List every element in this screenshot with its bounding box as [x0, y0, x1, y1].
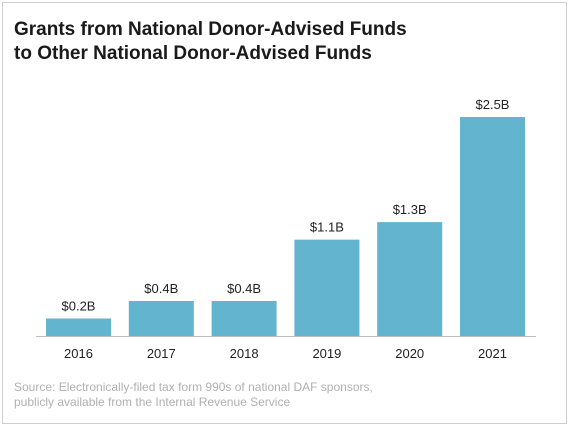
bar-2016	[46, 318, 111, 336]
data-label-2019: $1.1B	[310, 220, 344, 235]
bar-2021	[460, 117, 525, 336]
x-tick-label-2020: 2020	[395, 346, 424, 361]
data-label-2020: $1.3B	[393, 202, 427, 217]
x-tick-label-2019: 2019	[312, 346, 341, 361]
chart-title-line-1: Grants from National Donor-Advised Funds	[14, 19, 407, 40]
data-label-2016: $0.2B	[62, 298, 96, 313]
bar-2017	[128, 300, 194, 336]
bar-2018	[211, 300, 277, 336]
x-tick-label-2017: 2017	[147, 346, 176, 361]
x-tick-label-2016: 2016	[64, 346, 93, 361]
chart-title-line-2: to Other National Donor-Advised Funds	[14, 43, 372, 64]
data-label-2017: $0.4B	[144, 281, 178, 296]
bar-2019	[294, 239, 360, 336]
data-label-2018: $0.4B	[227, 281, 261, 296]
bar-2020	[377, 222, 443, 336]
x-tick-label-2021: 2021	[478, 346, 507, 361]
data-label-2021: $2.5B	[476, 97, 510, 112]
chart-title: Grants from National Donor-Advised Funds…	[14, 18, 407, 66]
source-line-2: publicly available from the Internal Rev…	[14, 395, 291, 409]
source-line-1: Source: Electronically-filed tax form 99…	[14, 380, 373, 394]
source-note: Source: Electronically-filed tax form 99…	[14, 380, 373, 410]
x-tick-label-2018: 2018	[230, 346, 259, 361]
